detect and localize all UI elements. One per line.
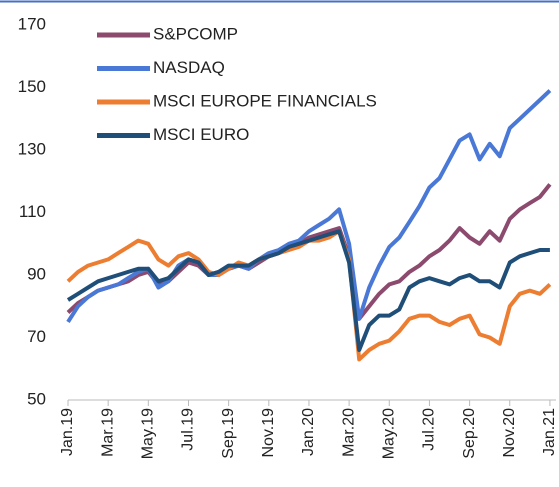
y-tick-label: 70 [27,327,46,346]
legend-label: MSCI EURO [153,125,249,144]
x-tick-label: Nov.20 [501,408,518,458]
x-tick-label: Mar.19 [99,408,116,457]
x-tick-label: May.19 [140,408,157,459]
series-line [66,229,552,362]
series-line [66,89,552,323]
x-tick-label: Jul.19 [180,408,197,451]
x-tick-label: Sep.20 [461,408,478,459]
x-tick-label: Sep.19 [220,408,237,459]
series-line [66,183,552,321]
y-tick-label: 90 [27,264,46,283]
legend-label: NASDAQ [153,58,225,77]
x-tick-label: May.20 [380,408,397,459]
legend-label: S&PCOMP [153,24,238,43]
x-tick-label: Jan.19 [59,408,76,456]
y-tick-label: 110 [19,202,46,221]
y-tick-label: 150 [18,77,46,96]
x-tick-label: Jan.21 [541,408,558,456]
series-line [66,229,550,352]
legend-label: MSCI EUROPE FINANCIALS [153,91,377,110]
x-tick-label: Nov.19 [260,408,277,458]
x-tick-label: Jan.20 [300,408,317,456]
x-tick-label: Jul.20 [421,408,438,451]
y-tick-label: 130 [18,139,46,158]
y-tick-label: 50 [27,389,46,408]
y-tick-label: 170 [18,14,46,33]
x-tick-label: Mar.20 [340,408,357,457]
